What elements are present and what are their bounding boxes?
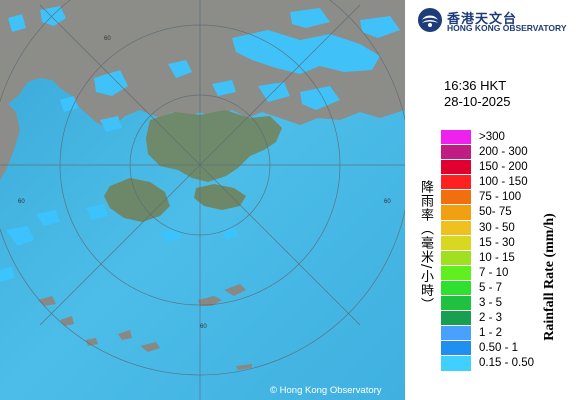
legend-swatch [441, 175, 471, 190]
range-ring-label-east: 60 [384, 199, 391, 205]
legend-row: 150 - 200 [441, 160, 571, 175]
rain-echoes [0, 6, 400, 282]
range-ring-label-north: 60 [104, 36, 111, 42]
range-ring-label-south: 60 [200, 324, 207, 330]
range-rings [0, 0, 405, 400]
legend-swatch [441, 250, 471, 265]
legend-row: 75 - 100 [441, 190, 571, 205]
legend-label: 30 - 50 [479, 221, 515, 234]
legend-title-cn: 降雨率（毫米/小時） [418, 180, 433, 312]
legend-swatch [441, 205, 471, 220]
legend-row: 100 - 150 [441, 175, 571, 190]
islands-south [38, 284, 252, 370]
legend-swatch [441, 265, 471, 280]
legend-label: 10 - 15 [479, 251, 515, 264]
legend-label: 5 - 7 [479, 281, 503, 294]
legend-row: 0.15 - 0.50 [441, 356, 571, 371]
legend-row: 0.50 - 1 [441, 341, 571, 356]
legend-swatch [441, 235, 471, 250]
hong-kong-island [194, 184, 246, 210]
radar-time: 16:36 HKT [444, 78, 507, 93]
new-territories [146, 110, 282, 182]
hko-logo-icon [418, 8, 442, 32]
legend-swatch [441, 356, 471, 371]
legend-title-en: Rainfall Rate (mm/h) [542, 213, 557, 341]
legend-label: 1 - 2 [479, 327, 503, 340]
legend-label: 0.15 - 0.50 [479, 357, 534, 370]
hko-logo: 香港天文台 HONG KONG OBSERVATORY [415, 5, 577, 35]
legend-swatch [441, 160, 471, 175]
legend-label: >300 [479, 131, 505, 143]
legend-label: 7 - 10 [479, 266, 509, 279]
legend-swatch [441, 130, 471, 145]
legend-row: 50- 75 [441, 205, 571, 220]
legend-label: 200 - 300 [479, 146, 528, 159]
legend-swatch [441, 220, 471, 235]
radar-map: 60 60 60 60 [0, 0, 405, 400]
legend-row: 5 - 7 [441, 280, 571, 296]
legend-label: 75 - 100 [479, 191, 522, 204]
logo-name-cn: 香港天文台 [447, 12, 518, 27]
legend-panel: 香港天文台 HONG KONG OBSERVATORY 16:36 HKT 28… [405, 0, 577, 400]
legend-row: 30 - 50 [441, 220, 571, 236]
legend-label: 100 - 150 [479, 176, 528, 189]
legend-label: 0.50 - 1 [479, 342, 518, 355]
lantau-island [104, 178, 170, 222]
legend-row: 200 - 300 [441, 145, 571, 160]
legend-label: 15 - 30 [479, 236, 515, 249]
legend-row: 7 - 10 [441, 265, 571, 281]
legend-swatch [441, 296, 471, 311]
legend-label: 150 - 200 [479, 161, 528, 174]
legend-row: >300 [441, 130, 571, 145]
legend-row: 2 - 3 [441, 311, 571, 326]
legend-swatch [441, 190, 471, 205]
legend-swatch [441, 145, 471, 160]
legend-label: 3 - 5 [479, 297, 503, 310]
copyright-notice: © Hong Kong Observatory [270, 385, 382, 396]
legend-swatch [441, 311, 471, 326]
legend-row: 15 - 30 [441, 235, 571, 251]
legend-row: 3 - 5 [441, 296, 571, 311]
legend-swatch [441, 280, 471, 296]
legend-label: 2 - 3 [479, 312, 503, 325]
logo-name-en: HONG KONG OBSERVATORY [447, 23, 567, 33]
legend-swatch [441, 341, 471, 356]
rainfall-legend: >300 200 - 300 150 - 200 100 - 150 75 - 100 5… [441, 130, 571, 372]
legend-label: 50- 75 [479, 206, 512, 219]
radar-date: 28-10-2025 [444, 94, 511, 109]
legend-row: 1 - 2 [441, 326, 571, 341]
range-ring-label-west: 60 [18, 199, 25, 205]
legend-swatch [441, 326, 471, 341]
legend-row: 10 - 15 [441, 250, 571, 266]
west-coast [0, 104, 20, 180]
